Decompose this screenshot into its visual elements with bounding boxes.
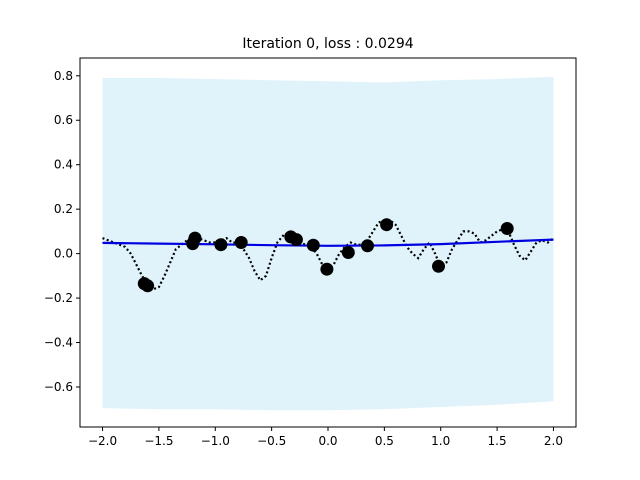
data-point xyxy=(141,279,155,293)
data-point xyxy=(432,259,445,273)
x-tick-label: −2.0 xyxy=(88,434,117,448)
x-tick-label: −0.5 xyxy=(257,434,286,448)
x-tick-label: 0.5 xyxy=(375,434,394,448)
x-tick-label: −1.5 xyxy=(144,434,173,448)
data-point xyxy=(234,236,248,249)
predicted-mean-line xyxy=(102,238,554,247)
x-tick-label: 1.0 xyxy=(431,434,450,448)
y-tick-label: 0.2 xyxy=(54,202,73,216)
data-point xyxy=(214,238,228,252)
data-point xyxy=(188,231,202,245)
x-tick-label: 0.0 xyxy=(318,434,337,448)
x-tick-label: −1.0 xyxy=(201,434,230,448)
data-point xyxy=(306,238,320,252)
data-point xyxy=(289,233,303,247)
data-point xyxy=(361,239,374,253)
data-point xyxy=(320,262,334,276)
data-point xyxy=(380,218,394,232)
y-tick-label: 0.4 xyxy=(54,158,73,172)
y-tick-label: −0.2 xyxy=(44,291,73,305)
x-tick-label: 1.5 xyxy=(488,434,507,448)
confidence-band xyxy=(102,76,554,411)
y-tick-label: 0.0 xyxy=(54,247,73,261)
y-tick-label: −0.6 xyxy=(44,380,73,394)
y-tick-label: −0.4 xyxy=(44,336,73,350)
data-point xyxy=(500,222,514,235)
y-tick-label: 0.8 xyxy=(54,69,73,83)
y-tick-label: 0.6 xyxy=(54,113,73,127)
chart-title: Iteration 0, loss : 0.0294 xyxy=(242,36,413,52)
x-tick-label: 2.0 xyxy=(544,434,563,448)
plot-area: −2.0 −1.5 −1.0 −0.5 0.0 0.5 1.0 1.5 2.0 −0.6 −0.4 −… xyxy=(44,57,577,448)
data-point xyxy=(341,246,355,259)
